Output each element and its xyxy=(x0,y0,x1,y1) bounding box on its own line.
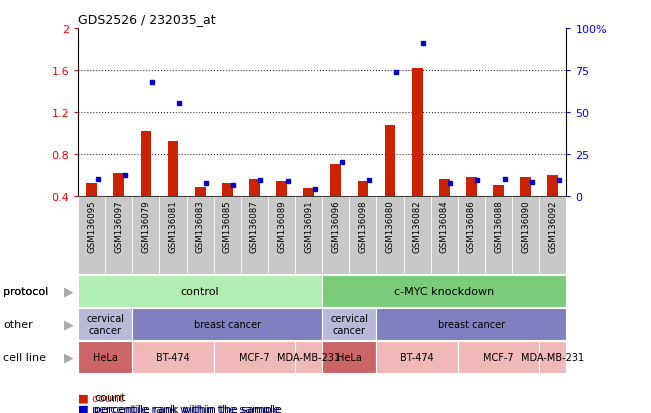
Bar xyxy=(376,342,458,373)
Bar xyxy=(350,196,376,275)
Bar xyxy=(322,309,376,340)
Bar xyxy=(132,342,214,373)
Text: breast cancer: breast cancer xyxy=(194,319,261,329)
Bar xyxy=(385,126,396,196)
Bar xyxy=(195,188,206,196)
Text: other: other xyxy=(3,319,33,329)
Bar xyxy=(295,342,322,373)
Bar xyxy=(241,196,268,275)
Text: cervical
cancer: cervical cancer xyxy=(86,313,124,335)
Text: GSM136092: GSM136092 xyxy=(548,200,557,253)
Bar xyxy=(547,175,558,196)
Bar xyxy=(458,196,485,275)
Bar xyxy=(376,309,566,340)
Text: GSM136090: GSM136090 xyxy=(521,200,530,253)
Bar xyxy=(412,69,422,196)
Bar xyxy=(303,189,314,196)
Bar xyxy=(249,179,260,196)
Text: GSM136080: GSM136080 xyxy=(385,200,395,253)
Text: GSM136098: GSM136098 xyxy=(359,200,367,253)
Bar xyxy=(322,342,376,373)
Bar xyxy=(520,177,531,196)
Text: GSM136081: GSM136081 xyxy=(169,200,178,253)
Bar xyxy=(86,184,97,196)
Text: GSM136085: GSM136085 xyxy=(223,200,232,253)
Bar xyxy=(132,196,159,275)
Text: GSM136096: GSM136096 xyxy=(331,200,340,253)
Bar xyxy=(512,196,539,275)
Text: MCF-7: MCF-7 xyxy=(483,352,514,362)
Text: MDA-MB-231: MDA-MB-231 xyxy=(277,352,340,362)
Text: c-MYC knockdown: c-MYC knockdown xyxy=(395,286,494,296)
Text: ▶: ▶ xyxy=(64,318,73,331)
Text: BT-474: BT-474 xyxy=(156,352,190,362)
Text: HeLa: HeLa xyxy=(93,352,118,362)
Text: GSM136082: GSM136082 xyxy=(413,200,422,253)
Text: HeLa: HeLa xyxy=(337,352,362,362)
Bar xyxy=(214,342,295,373)
Text: MCF-7: MCF-7 xyxy=(239,352,270,362)
Bar xyxy=(78,309,132,340)
Text: breast cancer: breast cancer xyxy=(438,319,505,329)
Text: GSM136088: GSM136088 xyxy=(494,200,503,253)
Bar xyxy=(539,342,566,373)
Bar xyxy=(78,342,132,373)
Bar xyxy=(322,275,566,307)
Bar xyxy=(466,177,477,196)
Bar xyxy=(168,142,178,196)
Bar xyxy=(539,196,566,275)
Bar xyxy=(493,186,504,196)
Bar xyxy=(113,173,124,196)
Text: cell line: cell line xyxy=(3,352,46,362)
Text: GSM136084: GSM136084 xyxy=(440,200,449,253)
Text: ▶: ▶ xyxy=(64,285,73,298)
Bar xyxy=(105,196,132,275)
Bar xyxy=(214,196,241,275)
Bar xyxy=(141,131,151,196)
Text: MDA-MB-231: MDA-MB-231 xyxy=(521,352,585,362)
Bar xyxy=(295,196,322,275)
Bar xyxy=(78,275,322,307)
Text: GSM136097: GSM136097 xyxy=(115,200,123,253)
Bar xyxy=(187,196,214,275)
Bar xyxy=(222,184,233,196)
Bar xyxy=(276,182,287,196)
Text: GSM136087: GSM136087 xyxy=(250,200,259,253)
Bar xyxy=(78,196,105,275)
Bar xyxy=(431,196,458,275)
Text: control: control xyxy=(181,286,219,296)
Text: BT-474: BT-474 xyxy=(400,352,434,362)
Text: percentile rank within the sample: percentile rank within the sample xyxy=(94,404,283,413)
Bar xyxy=(330,165,341,196)
Text: protocol: protocol xyxy=(3,286,49,296)
Text: ■ count: ■ count xyxy=(78,392,124,402)
Text: protocol: protocol xyxy=(3,286,49,296)
Text: ▶: ▶ xyxy=(64,351,73,364)
Bar xyxy=(357,182,368,196)
Bar xyxy=(159,196,187,275)
Bar xyxy=(376,196,404,275)
Bar xyxy=(132,309,322,340)
Text: GSM136089: GSM136089 xyxy=(277,200,286,253)
Bar xyxy=(404,196,431,275)
Text: GDS2526 / 232035_at: GDS2526 / 232035_at xyxy=(78,13,215,26)
Text: GSM136086: GSM136086 xyxy=(467,200,476,253)
Text: ■ percentile rank within the sample: ■ percentile rank within the sample xyxy=(78,404,280,413)
Text: count: count xyxy=(94,392,126,402)
Bar xyxy=(458,342,539,373)
Text: ■: ■ xyxy=(78,404,89,413)
Bar xyxy=(485,196,512,275)
Bar xyxy=(439,179,450,196)
Text: GSM136091: GSM136091 xyxy=(304,200,313,253)
Bar xyxy=(322,196,350,275)
Text: GSM136095: GSM136095 xyxy=(87,200,96,253)
Text: GSM136083: GSM136083 xyxy=(196,200,204,253)
Text: ■: ■ xyxy=(78,392,89,402)
Text: cervical
cancer: cervical cancer xyxy=(330,313,368,335)
Bar xyxy=(268,196,295,275)
Text: GSM136079: GSM136079 xyxy=(141,200,150,253)
